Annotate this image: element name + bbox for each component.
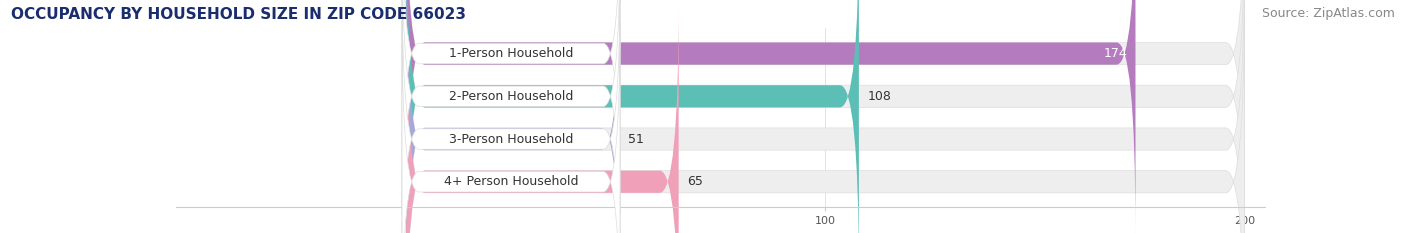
FancyBboxPatch shape	[406, 1, 679, 233]
Text: 65: 65	[688, 175, 703, 188]
FancyBboxPatch shape	[406, 0, 1244, 233]
Text: 4+ Person Household: 4+ Person Household	[444, 175, 578, 188]
Text: 2-Person Household: 2-Person Household	[449, 90, 574, 103]
FancyBboxPatch shape	[406, 0, 1136, 233]
FancyBboxPatch shape	[402, 0, 620, 233]
Text: 51: 51	[628, 133, 644, 146]
FancyBboxPatch shape	[406, 0, 859, 233]
FancyBboxPatch shape	[402, 0, 620, 214]
Text: 1-Person Household: 1-Person Household	[449, 47, 574, 60]
Text: 174: 174	[1104, 47, 1128, 60]
FancyBboxPatch shape	[406, 0, 620, 233]
FancyBboxPatch shape	[406, 0, 1244, 233]
FancyBboxPatch shape	[406, 0, 1244, 233]
FancyBboxPatch shape	[406, 1, 1244, 233]
FancyBboxPatch shape	[402, 21, 620, 233]
Text: OCCUPANCY BY HOUSEHOLD SIZE IN ZIP CODE 66023: OCCUPANCY BY HOUSEHOLD SIZE IN ZIP CODE …	[11, 7, 467, 22]
Text: 3-Person Household: 3-Person Household	[449, 133, 574, 146]
Text: Source: ZipAtlas.com: Source: ZipAtlas.com	[1261, 7, 1395, 20]
Text: 108: 108	[868, 90, 891, 103]
FancyBboxPatch shape	[402, 0, 620, 233]
